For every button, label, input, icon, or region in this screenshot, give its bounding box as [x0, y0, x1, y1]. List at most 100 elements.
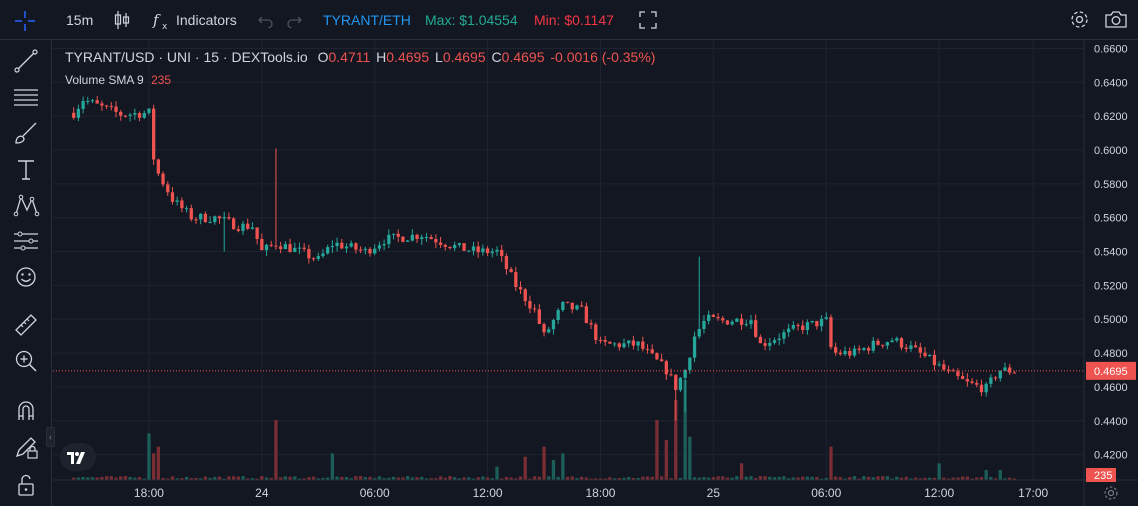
- volume-bar-108: [580, 476, 584, 480]
- candle-body-18: [156, 159, 161, 174]
- camera-icon[interactable]: [1104, 9, 1128, 30]
- candle-body-162: [834, 347, 838, 353]
- lock-pencil-icon[interactable]: [11, 432, 41, 462]
- candle-body-145: [754, 320, 758, 337]
- volume-bar-48: [297, 478, 302, 480]
- candle-190: [965, 373, 970, 387]
- candle-40: [260, 233, 264, 251]
- candle-86: [476, 241, 480, 258]
- time-tick-6: 06:00: [811, 486, 841, 500]
- trend-line-icon[interactable]: [11, 46, 41, 76]
- candle-body-152: [786, 328, 791, 333]
- candle-152: [786, 323, 791, 337]
- brush-icon[interactable]: [11, 118, 41, 148]
- candle-body-114: [608, 341, 612, 344]
- indicators-button[interactable]: Indicators: [176, 12, 237, 28]
- candle-body-169: [866, 348, 871, 351]
- candle-body-143: [744, 324, 748, 326]
- candle-body-179: [913, 345, 918, 348]
- candle-body-177: [904, 347, 908, 349]
- volume-bar-112: [598, 478, 603, 480]
- ruler-icon[interactable]: [11, 310, 41, 340]
- volume-bar-78: [438, 476, 443, 480]
- time-axis[interactable]: 18:00 24 06:00 12:00 18:00 25 06:00 12:00 17:00: [134, 486, 1049, 500]
- pattern-icon[interactable]: [11, 190, 41, 220]
- undo-icon[interactable]: [258, 12, 274, 28]
- candle-69: [396, 229, 400, 243]
- candle-81: [453, 241, 457, 251]
- fullscreen-icon[interactable]: [639, 11, 657, 29]
- candle-body-67: [387, 234, 391, 245]
- unlock-icon[interactable]: [11, 470, 41, 500]
- candle-body-58: [344, 246, 349, 249]
- fx-icon[interactable]: f x: [151, 10, 171, 30]
- volume-bar-81: [453, 477, 457, 480]
- price-tick-5: 0.5600: [1094, 213, 1128, 225]
- candle-198: [1003, 362, 1007, 372]
- collapse-toolbar-button[interactable]: ‹: [46, 427, 55, 447]
- candle-28: [203, 211, 208, 223]
- volume-bar-156: [805, 476, 810, 480]
- candle-body-102: [551, 320, 556, 330]
- candle-body-35: [236, 229, 240, 231]
- top-toolbar: 15m f x Indicators TYRANT/ETH Max: $1.04…: [0, 0, 1138, 40]
- candle-105: [565, 301, 570, 304]
- candle-body-188: [956, 371, 960, 377]
- candle-67: [387, 229, 391, 249]
- candle-body-86: [476, 246, 480, 253]
- axis-settings-icon[interactable]: [1103, 485, 1119, 501]
- candle-body-10: [119, 111, 123, 116]
- candle-body-198: [1003, 367, 1007, 371]
- candle-body-141: [735, 318, 739, 322]
- candle-85: [471, 241, 476, 256]
- volume-bar-101: [547, 476, 551, 480]
- candle-body-171: [876, 340, 880, 345]
- volume-bar-173: [885, 476, 890, 480]
- candle-182: [928, 354, 932, 357]
- volume-bar-100: [542, 446, 546, 480]
- low-value: 0.4695: [442, 49, 486, 65]
- volume-bar-47: [293, 476, 297, 480]
- candle-body-80: [448, 246, 452, 249]
- candle-body-136: [711, 314, 716, 317]
- candle-body-110: [589, 323, 593, 325]
- candle-body-160: [824, 317, 828, 319]
- forecast-icon[interactable]: [11, 226, 41, 256]
- candle-44: [279, 241, 283, 254]
- candle-164: [843, 346, 847, 357]
- candle-148: [768, 337, 772, 351]
- candle-body-172: [881, 344, 885, 346]
- candle-body-137: [716, 316, 720, 319]
- redo-icon[interactable]: [286, 12, 302, 28]
- magnet-icon[interactable]: [11, 396, 41, 426]
- candle-200: [1012, 370, 1017, 374]
- settings-icon[interactable]: [1069, 9, 1090, 30]
- candle-76: [429, 234, 433, 240]
- candle-115: [612, 342, 617, 348]
- candle-body-68: [391, 233, 396, 235]
- volume-bar-166: [852, 476, 857, 480]
- interval-button[interactable]: 15m: [66, 12, 94, 28]
- candle-body-155: [801, 325, 805, 330]
- candle-112: [598, 336, 603, 344]
- volume-bar-74: [420, 476, 424, 480]
- price-axis[interactable]: 0.6600 0.6400 0.6200 0.6000 0.5800 0.5600 0.54…: [1094, 43, 1128, 461]
- horizontal-lines-icon[interactable]: [11, 82, 41, 112]
- volume-bar-94: [514, 478, 518, 480]
- text-icon[interactable]: [11, 154, 41, 184]
- candle-body-26: [194, 219, 198, 221]
- candles-icon[interactable]: [113, 10, 131, 30]
- candle-103: [556, 308, 560, 325]
- candle-body-51: [311, 258, 316, 260]
- volume-bar-176: [899, 477, 904, 480]
- zoom-in-icon[interactable]: [11, 346, 41, 376]
- crosshair-icon[interactable]: [14, 10, 36, 32]
- candle-79: [443, 243, 447, 251]
- emoji-icon[interactable]: [11, 262, 41, 292]
- candle-151: [782, 329, 786, 344]
- volume-bar-125: [659, 476, 664, 480]
- volume-bar-77: [434, 478, 438, 480]
- candle-body-65: [377, 245, 382, 249]
- tradingview-logo[interactable]: [60, 443, 96, 471]
